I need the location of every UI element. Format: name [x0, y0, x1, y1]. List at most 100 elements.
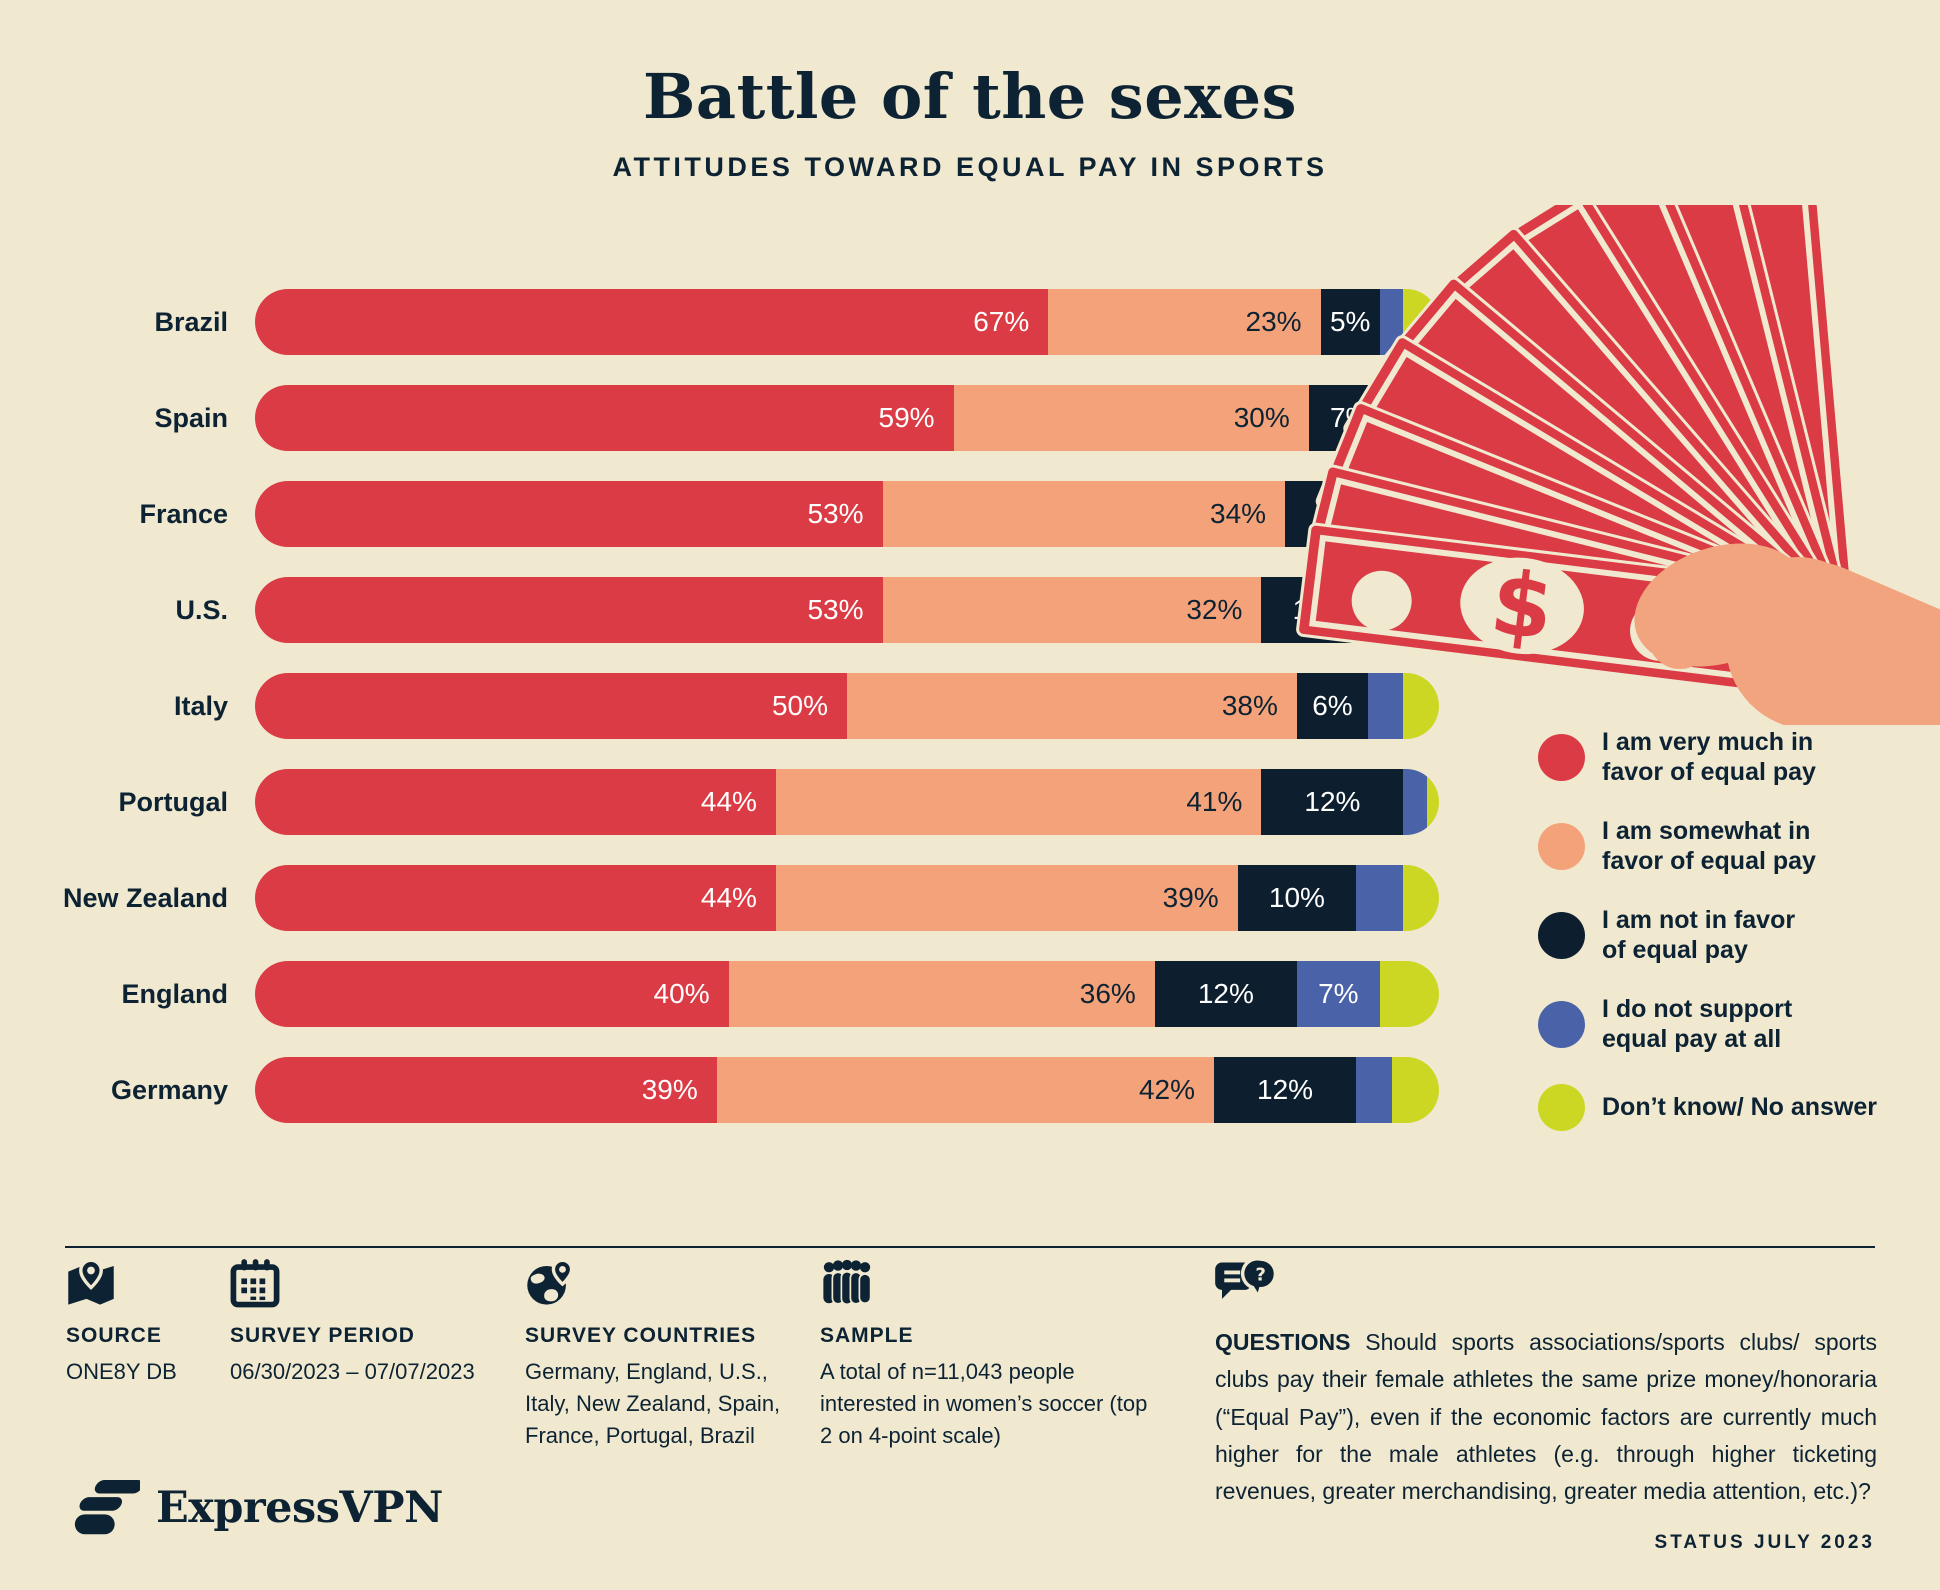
chat-bubbles-icon: ?: [1215, 1258, 1278, 1301]
bar-segment: 32%: [882, 577, 1262, 643]
footer-sample: SAMPLE A total of n=11,043 people intere…: [820, 1258, 1165, 1452]
bar-segment: [1367, 673, 1404, 739]
bar-value-label: 32%: [1186, 594, 1243, 625]
page-title: Battle of the sexes: [643, 60, 1297, 133]
legend-item: I am very much in favor of equal pay: [1538, 728, 1877, 787]
chart-row: New Zealand 44% 39% 10%: [0, 865, 1439, 931]
legend-dot: [1538, 823, 1585, 870]
bar-segment: 59%: [255, 385, 954, 451]
country-label: U.S.: [175, 594, 228, 625]
legend-label: I am very much in favor of equal pay: [1602, 728, 1816, 786]
bar-value-label: 12%: [1257, 1074, 1314, 1105]
legend-dot: [1538, 912, 1585, 959]
bar-value-label: 59%: [878, 402, 935, 433]
country-label: Spain: [154, 402, 228, 433]
legend-label: I am not in favor of equal pay: [1602, 906, 1796, 964]
brand-logo: ExpressVPN: [64, 1478, 443, 1538]
legend-label: I am somewhat in favor of equal pay: [1602, 817, 1816, 875]
bar-segment: 30%: [953, 385, 1309, 451]
stacked-bar: 44% 39% 10%: [255, 865, 1439, 931]
bar-segment: 36%: [728, 961, 1155, 1027]
bar-value-label: 23%: [1245, 306, 1302, 337]
bar-segment: [1403, 865, 1439, 931]
footer-divider: [65, 1246, 1875, 1248]
expressvpn-logo-icon: [74, 1479, 140, 1535]
footer-survey-period: SURVEY PERIOD 06/30/2023 – 07/07/2023: [230, 1258, 530, 1388]
country-label: Italy: [173, 690, 228, 721]
stacked-bar: 39% 42% 12%: [255, 1057, 1439, 1123]
chart-row: Portugal 44% 41% 12%: [0, 769, 1439, 835]
legend-dot: [1538, 734, 1585, 781]
legend-dot: [1538, 1084, 1585, 1131]
country-label: Brazil: [154, 306, 228, 337]
legend-label: I do not support equal pay at all: [1602, 995, 1793, 1053]
bar-value-label: 10%: [1268, 882, 1325, 913]
people-group-icon: [823, 1259, 872, 1306]
country-label: England: [121, 978, 229, 1009]
bar-segment: 42%: [716, 1057, 1215, 1123]
bar-segment: 34%: [882, 481, 1286, 547]
legend-item: I am not in favor of equal pay: [1538, 906, 1877, 965]
country-label: France: [139, 498, 228, 529]
bar-value-label: 5%: [1329, 306, 1371, 337]
bar-segment: 44%: [255, 865, 776, 931]
legend-item: I am somewhat in favor of equal pay: [1538, 817, 1877, 876]
survey-period-label: SURVEY PERIOD: [230, 1324, 415, 1347]
bar-value-label: 40%: [653, 978, 710, 1009]
questions-label: QUESTIONS: [1215, 1329, 1351, 1355]
bar-segment: 10%: [1237, 865, 1357, 931]
bar-segment: 12%: [1154, 961, 1297, 1027]
page-subtitle: ATTITUDES TOWARD EQUAL PAY IN SPORTS: [612, 152, 1328, 182]
chart-row: Italy 50% 38% 6%: [0, 673, 1439, 739]
legend-label: Don’t know/ No answer: [1602, 1092, 1878, 1121]
stacked-bar: 53%34%10%: [255, 481, 1439, 547]
sample-label: SAMPLE: [820, 1324, 914, 1347]
bar-segment: 5%: [1320, 289, 1380, 355]
bar-segment: 53%: [255, 577, 883, 643]
questions-text: QUESTIONS Should sports associations/spo…: [1215, 1324, 1877, 1510]
bar-segment: 12%: [1261, 769, 1404, 835]
survey-countries-value: Germany, England, U.S., Italy, New Zeala…: [525, 1359, 781, 1448]
bar-segment: 39%: [255, 1057, 717, 1123]
status-date: STATUS JULY 2023: [1654, 1532, 1875, 1553]
bar-segment: 53%: [255, 481, 883, 547]
sample-value: A total of n=11,043 people interested in…: [820, 1359, 1148, 1448]
bar-value-label: 53%: [807, 498, 864, 529]
chart-legend: I am very much in favor of equal pay I am …: [1538, 728, 1877, 1161]
bar-value-label: 6%: [1312, 690, 1353, 721]
survey-countries-label: SURVEY COUNTRIES: [525, 1324, 757, 1347]
stacked-bar: 44% 41% 12%: [255, 769, 1439, 835]
bar-value-label: 42%: [1138, 1074, 1196, 1105]
stacked-bar: 50% 38% 6%: [255, 673, 1439, 739]
chart-row: Germany 39% 42% 12%: [0, 1057, 1439, 1123]
questions-value: Should sports associations/sports clubs/…: [1215, 1329, 1877, 1504]
bar-value-label: 38%: [1221, 690, 1278, 721]
legend-item: I do not support equal pay at all: [1538, 995, 1877, 1054]
bar-segment: 6%: [1296, 673, 1368, 739]
bar-value-label: 36%: [1079, 978, 1136, 1009]
bar-segment: 44%: [255, 769, 776, 835]
dollar-sign: $: [1485, 551, 1558, 661]
bar-value-label: 30%: [1233, 402, 1290, 433]
bar-segment: 41%: [775, 769, 1262, 835]
chart-row: England 40% 36% 12% 7%: [0, 961, 1439, 1027]
bar-value-label: 50%: [771, 690, 828, 721]
bar-segment: 40%: [255, 961, 729, 1027]
stacked-bar: 40% 36% 12% 7%: [255, 961, 1439, 1027]
bar-value-label: 44%: [700, 786, 757, 817]
bar-segment: 38%: [847, 673, 1297, 739]
bar-segment: 7%: [1296, 961, 1380, 1027]
bar-segment: [1391, 1057, 1439, 1123]
svg-text:?: ?: [1255, 1265, 1266, 1286]
calendar-icon: [230, 1259, 280, 1308]
survey-period-value: 06/30/2023 – 07/07/2023: [230, 1359, 475, 1384]
bar-segment: [1379, 961, 1439, 1027]
stacked-bar: 67% 23% 5%: [255, 289, 1439, 355]
bar-value-label: 44%: [700, 882, 757, 913]
bar-segment: [1403, 769, 1428, 835]
legend-item: Don’t know/ No answer: [1538, 1084, 1877, 1131]
bar-value-label: 39%: [641, 1074, 698, 1105]
country-label: Portugal: [118, 786, 228, 817]
